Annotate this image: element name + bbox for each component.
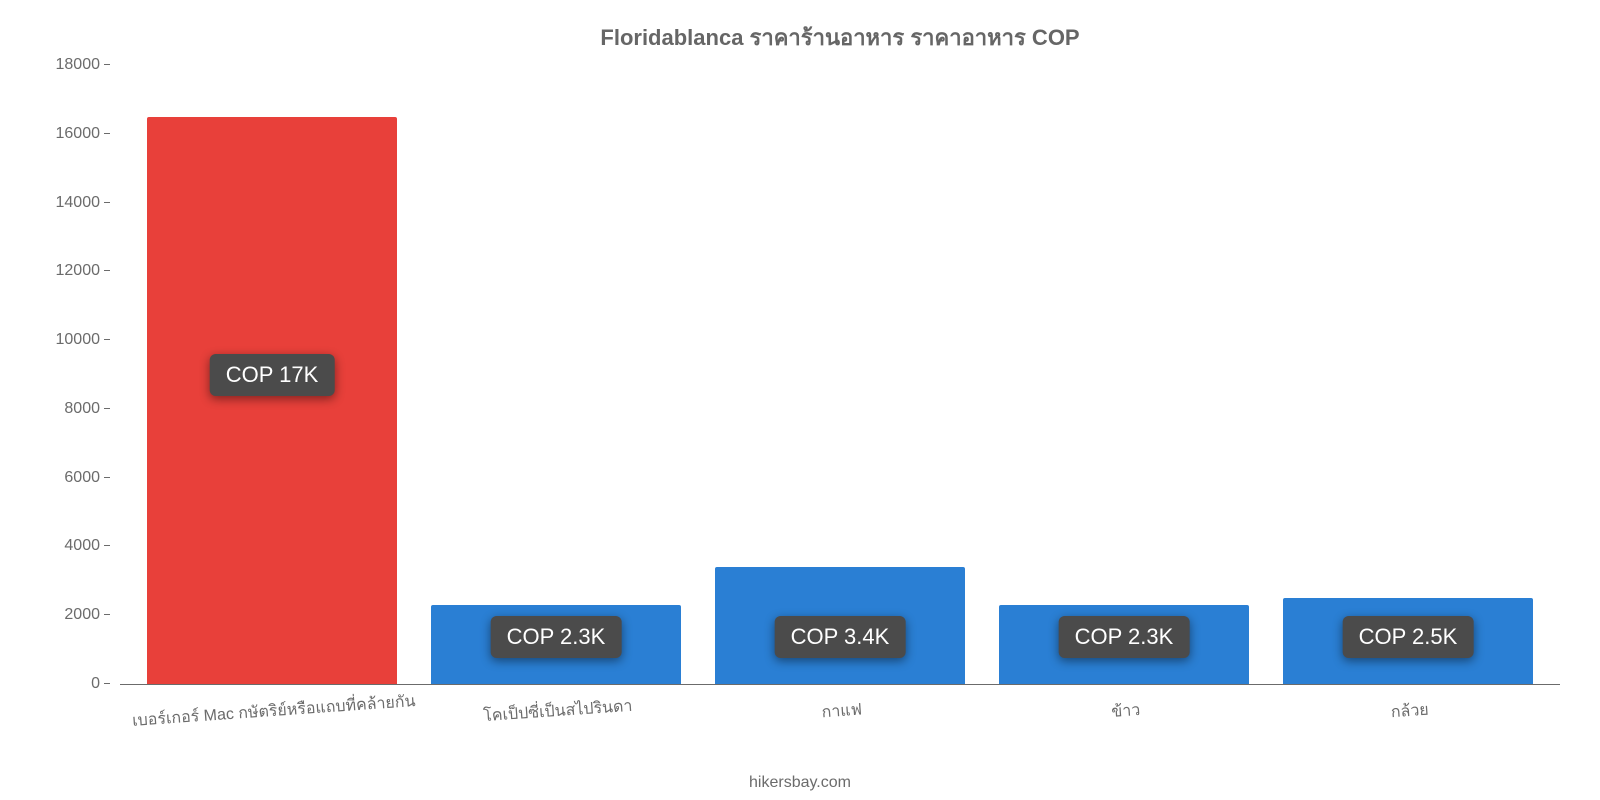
x-axis-labels: เบอร์เกอร์ Mac กษัตริย์หรือแถบที่คล้ายกั… [120,685,1560,724]
y-tick-label: 2000 [64,606,100,624]
y-tick-mark [104,270,110,271]
y-tick-mark [104,202,110,203]
y-tick-label: 14000 [56,194,101,212]
y-tick-label: 16000 [56,125,101,143]
y-tick-mark [104,408,110,409]
bar-slot: COP 2.3K [982,65,1266,684]
y-tick-label: 8000 [64,400,100,418]
y-tick-label: 12000 [56,262,101,280]
y-tick-mark [104,477,110,478]
attribution-text: hikersbay.com [749,774,851,792]
bar-value-label: COP 2.5K [1343,616,1474,658]
y-tick-mark [104,339,110,340]
y-tick-label: 0 [91,675,100,693]
y-tick-mark [104,64,110,65]
y-tick-label: 10000 [56,331,101,349]
bar-slot: COP 2.5K [1266,65,1550,684]
bar [147,117,397,684]
bar-value-label: COP 3.4K [775,616,906,658]
bars-group: COP 17K COP 2.3K COP 3.4K COP 2.3K COP 2.5K [120,65,1560,684]
y-tick-label: 6000 [64,469,100,487]
plot-area: 0200040006000800010000120001400016000180… [120,65,1560,685]
y-tick-mark [104,545,110,546]
bar-value-label: COP 2.3K [491,616,622,658]
y-tick-mark [104,614,110,615]
bar-value-label: COP 2.3K [1059,616,1190,658]
chart-title: Floridablanca ราคาร้านอาหาร ราคาอาหาร CO… [120,20,1560,55]
chart-container: Floridablanca ราคาร้านอาหาร ราคาอาหาร CO… [0,0,1600,800]
bar-slot: COP 2.3K [414,65,698,684]
y-tick-mark [104,133,110,134]
y-tick-label: 4000 [64,537,100,555]
bar-slot: COP 3.4K [698,65,982,684]
bar-slot: COP 17K [130,65,414,684]
y-tick-mark [104,683,110,684]
y-tick-label: 18000 [56,56,101,74]
bar-value-label: COP 17K [210,354,335,396]
